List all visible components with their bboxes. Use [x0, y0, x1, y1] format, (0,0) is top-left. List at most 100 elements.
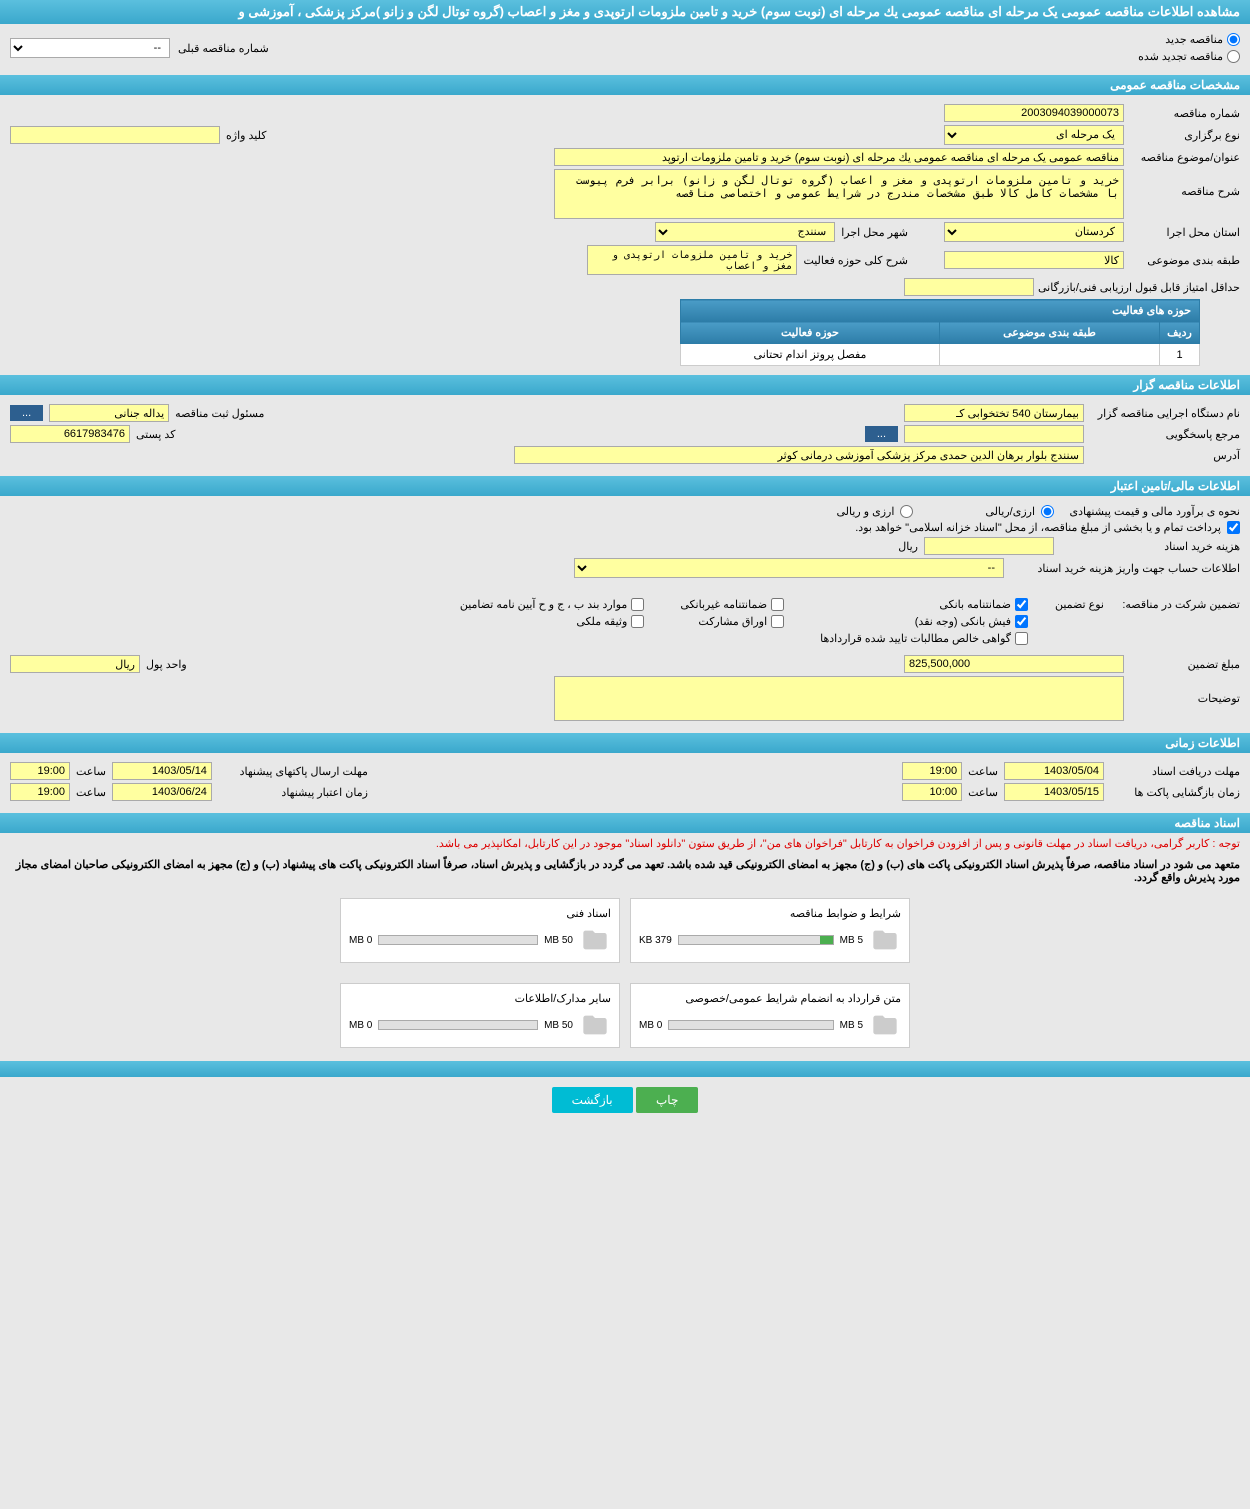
notice-red: توجه : کاربر گرامی، دریافت اسناد در مهلت…: [0, 833, 1250, 854]
currency-unit-label: واحد پول: [146, 658, 187, 671]
currency-unit-input[interactable]: [10, 655, 140, 673]
guarantee-amount-label: مبلغ تضمین: [1130, 658, 1240, 671]
postal-label: کد پستی: [136, 428, 175, 441]
treasury-checkbox[interactable]: [1227, 521, 1240, 534]
col-category: طبقه بندی موضوعی: [940, 322, 1160, 344]
province-label: استان محل اجرا: [1130, 226, 1240, 239]
currency-option-label: ارزی و ریالی: [836, 505, 894, 518]
rial-unit: ریال: [898, 540, 918, 553]
footer-divider: [0, 1061, 1250, 1077]
holding-type-label: نوع برگزاری: [1130, 129, 1240, 142]
category-input[interactable]: [944, 251, 1124, 269]
tender-number-input[interactable]: [944, 104, 1124, 122]
credit-period-date[interactable]: [112, 783, 212, 801]
guarantee-type-label: نوع تضمین: [1034, 598, 1104, 611]
contract-cert-checkbox[interactable]: [1015, 632, 1028, 645]
keyword-input[interactable]: [10, 126, 220, 144]
activity-table-header: حوزه های فعالیت: [681, 300, 1200, 322]
guarantee-amount-input[interactable]: [904, 655, 1124, 673]
description-textarea[interactable]: خرید و تامین ملزومات ارتوپدی و مغز و اعص…: [554, 169, 1124, 219]
doc-cost-input[interactable]: [924, 537, 1054, 555]
page-title: مشاهده اطلاعات مناقصه عمومی یک مرحله ای …: [0, 0, 1250, 24]
renewed-tender-label: مناقصه تجدید شده: [1138, 50, 1223, 63]
prev-number-select[interactable]: --: [10, 38, 170, 58]
description-label: شرح مناقصه: [1130, 169, 1240, 198]
contact-lookup-button[interactable]: ...: [865, 426, 898, 442]
bank-receipt-checkbox[interactable]: [1015, 615, 1028, 628]
new-tender-label: مناقصه جدید: [1165, 33, 1223, 46]
account-select[interactable]: --: [574, 558, 1004, 578]
other-docs-file-box: سایر مدارک/اطلاعات 50 MB 0 MB: [340, 983, 620, 1048]
bank-guarantee-checkbox[interactable]: [1015, 598, 1028, 611]
doc-receive-label: مهلت دریافت اسناد: [1110, 765, 1240, 778]
timing-header: اطلاعات زمانی: [0, 733, 1250, 753]
renewed-tender-radio[interactable]: [1227, 50, 1240, 63]
doc-receive-date[interactable]: [1004, 762, 1104, 780]
postal-input[interactable]: [10, 425, 130, 443]
org-name-label: نام دستگاه اجرایی مناقصه گزار: [1090, 407, 1240, 420]
registrar-lookup-button[interactable]: ...: [10, 405, 43, 421]
property-deposit-checkbox[interactable]: [631, 615, 644, 628]
treasury-note: پرداخت تمام و یا بخشی از مبلغ مناقصه، از…: [855, 521, 1221, 534]
folder-icon: [869, 926, 901, 954]
tech-docs-file-box: اسناد فنی 50 MB 0 MB: [340, 898, 620, 963]
rial-radio[interactable]: [1041, 505, 1054, 518]
registrar-label: مسئول ثبت مناقصه: [175, 407, 264, 420]
estimate-method-label: نحوه ی برآورد مالی و قیمت پیشنهادی: [1060, 505, 1240, 518]
folder-icon: [579, 1011, 611, 1039]
envelope-send-date[interactable]: [112, 762, 212, 780]
registrar-input[interactable]: [49, 404, 169, 422]
contact-input[interactable]: [904, 425, 1084, 443]
min-score-label: حداقل امتیاز قابل قبول ارزیابی فنی/بازرگ…: [1040, 281, 1240, 294]
folder-icon: [579, 926, 611, 954]
conditions-file-box: شرایط و ضوابط مناقصه 5 MB 379 KB: [630, 898, 910, 963]
regulation-items-checkbox[interactable]: [631, 598, 644, 611]
nonbank-guarantee-checkbox[interactable]: [771, 598, 784, 611]
tender-number-label: شماره مناقصه: [1130, 107, 1240, 120]
credit-period-label: زمان اعتبار پیشنهاد: [218, 786, 368, 799]
credit-period-time[interactable]: [10, 783, 70, 801]
account-info-label: اطلاعات حساب جهت واریز هزینه خرید اسناد: [1010, 562, 1240, 575]
print-button[interactable]: چاپ: [636, 1087, 698, 1113]
currency-radio[interactable]: [900, 505, 913, 518]
notice-black: متعهد می شود در اسناد مناقصه، صرفاً پذیر…: [0, 854, 1250, 888]
title-input[interactable]: [554, 148, 1124, 166]
address-input[interactable]: [514, 446, 1084, 464]
notes-textarea[interactable]: [554, 676, 1124, 721]
holding-type-select[interactable]: یک مرحله ای: [944, 125, 1124, 145]
min-score-input[interactable]: [904, 278, 1034, 296]
folder-icon: [869, 1011, 901, 1039]
envelope-open-date[interactable]: [1004, 783, 1104, 801]
envelope-open-label: زمان بازگشایی پاکت ها: [1110, 786, 1240, 799]
doc-receive-time[interactable]: [902, 762, 962, 780]
doc-cost-label: هزینه خرید اسناد: [1060, 540, 1240, 553]
contract-file-box: متن قرارداد به انضمام شرایط عمومی/خصوصی …: [630, 983, 910, 1048]
rial-option-label: ارزی/ریالی: [985, 505, 1035, 518]
participation-bonds-checkbox[interactable]: [771, 615, 784, 628]
col-row: ردیف: [1160, 322, 1200, 344]
back-button[interactable]: بازگشت: [552, 1087, 633, 1113]
contact-label: مرجع پاسخگویی: [1090, 428, 1240, 441]
category-label: طبقه بندی موضوعی: [1130, 254, 1240, 267]
province-select[interactable]: کردستان: [944, 222, 1124, 242]
documents-header: اسناد مناقصه: [0, 813, 1250, 833]
address-label: آدرس: [1090, 449, 1240, 462]
activity-desc-label: شرح کلی حوزه فعالیت: [803, 254, 908, 267]
guarantee-title: تضمین شرکت در مناقصه:: [1110, 598, 1240, 611]
envelope-open-time[interactable]: [902, 783, 962, 801]
envelope-send-time[interactable]: [10, 762, 70, 780]
general-specs-header: مشخصات مناقصه عمومی: [0, 75, 1250, 95]
keyword-label: کلید واژه: [226, 129, 266, 142]
new-tender-radio[interactable]: [1227, 33, 1240, 46]
prev-number-label: شماره مناقصه قبلی: [178, 42, 269, 55]
financial-header: اطلاعات مالی/تامین اعتبار: [0, 476, 1250, 496]
org-name-input[interactable]: [904, 404, 1084, 422]
activity-desc-textarea[interactable]: خرید و تامین ملزومات ارتوپدی و مغز و اعص…: [587, 245, 797, 275]
city-label: شهر محل اجرا: [841, 226, 908, 239]
city-select[interactable]: سنندج: [655, 222, 835, 242]
title-label: عنوان/موضوع مناقصه: [1130, 151, 1240, 164]
notes-label: توضیحات: [1130, 676, 1240, 705]
activity-table: حوزه های فعالیت ردیف طبقه بندی موضوعی حو…: [680, 299, 1200, 366]
table-row: 1 مفصل پروتز اندام تحتانی: [681, 344, 1200, 366]
envelope-send-label: مهلت ارسال پاکتهای پیشنهاد: [218, 765, 368, 778]
